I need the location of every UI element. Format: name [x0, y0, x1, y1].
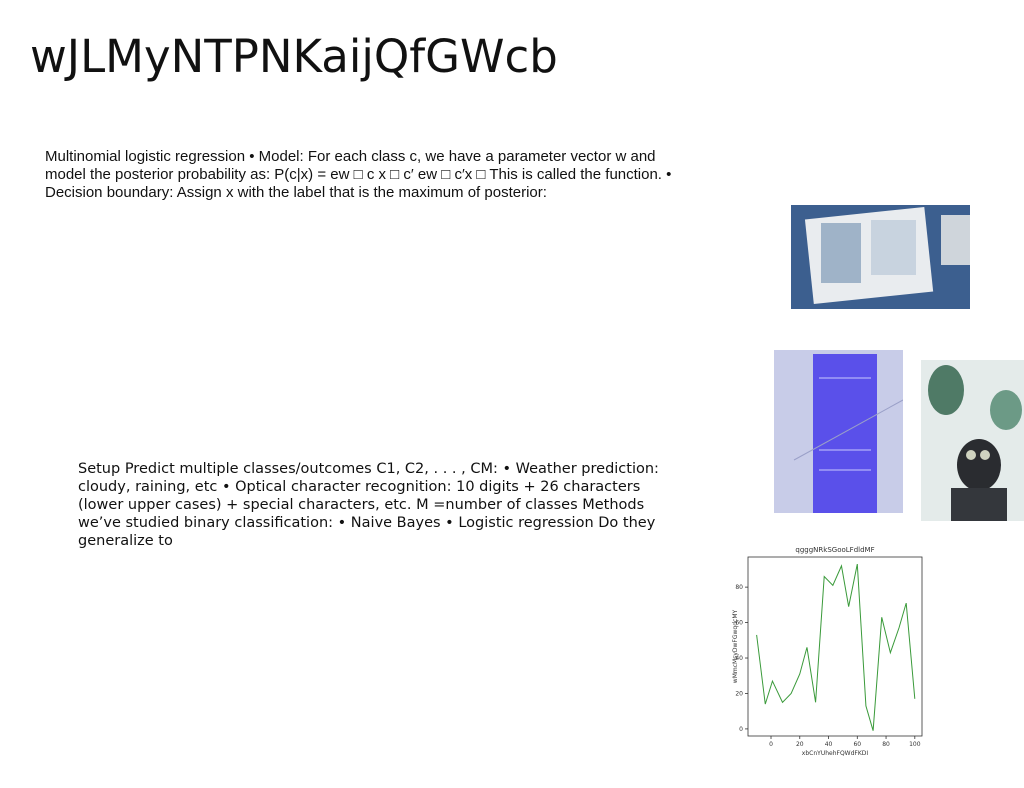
- x-tick-label: 20: [796, 741, 804, 748]
- y-tick-label: 60: [735, 620, 743, 627]
- photo-court: [774, 350, 903, 513]
- paragraph: Multinomial logistic regression • Model:…: [45, 148, 672, 201]
- data-line: [756, 563, 916, 731]
- photo-cat: [921, 360, 1024, 521]
- y-tick-label: 40: [735, 655, 743, 662]
- photo-notebook: [791, 205, 970, 309]
- slide-title: wJLMyNTPNKaijQfGWcb: [30, 30, 558, 83]
- x-tick-label: 80: [882, 741, 890, 748]
- x-tick-label: 100: [909, 741, 921, 748]
- x-tick-label: 60: [853, 741, 861, 748]
- plot-frame: [747, 556, 923, 737]
- y-tick-label: 80: [735, 584, 743, 591]
- y-axis-label: wMmcMsyDwFGwqdcMY: [732, 609, 739, 683]
- line-chart: qgggNRkSGooLFdldMF xbCnYUhehFQWdFKDI wMmcM…: [732, 546, 923, 757]
- x-axis-label: xbCnYUhehFQWdFKDI: [802, 750, 869, 757]
- y-tick-label: 20: [735, 690, 743, 697]
- paragraph: Setup Predict multiple classes/outcomes …: [78, 461, 659, 549]
- chart-title: qgggNRkSGooLFdldMF: [795, 546, 874, 554]
- x-tick-label: 0: [769, 741, 773, 748]
- y-tick-label: 0: [739, 726, 743, 733]
- x-tick-label: 40: [825, 741, 833, 748]
